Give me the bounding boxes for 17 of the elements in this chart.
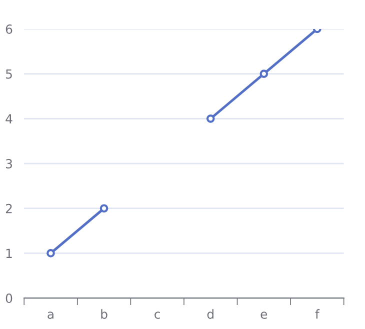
point: [206, 114, 215, 123]
x-tick-label: f: [315, 309, 320, 319]
point: [260, 70, 268, 78]
point: [46, 249, 55, 258]
y-tick-label: 5: [6, 69, 12, 79]
y-tick-label: 6: [6, 24, 12, 34]
y-tick-label: 3: [6, 158, 12, 168]
y-tick-label: 0: [6, 294, 12, 303]
x-tick-label: e: [260, 312, 268, 319]
x-tick-label: b: [101, 309, 108, 319]
point: [100, 204, 108, 213]
y-tick-label: 1: [6, 248, 12, 258]
x-tick-label: c: [154, 312, 160, 319]
y-tick-label: 4: [6, 114, 12, 124]
x-tick-label: d: [207, 309, 214, 319]
x-tick-label: a: [48, 312, 54, 319]
y-tick-label: 2: [6, 204, 12, 214]
